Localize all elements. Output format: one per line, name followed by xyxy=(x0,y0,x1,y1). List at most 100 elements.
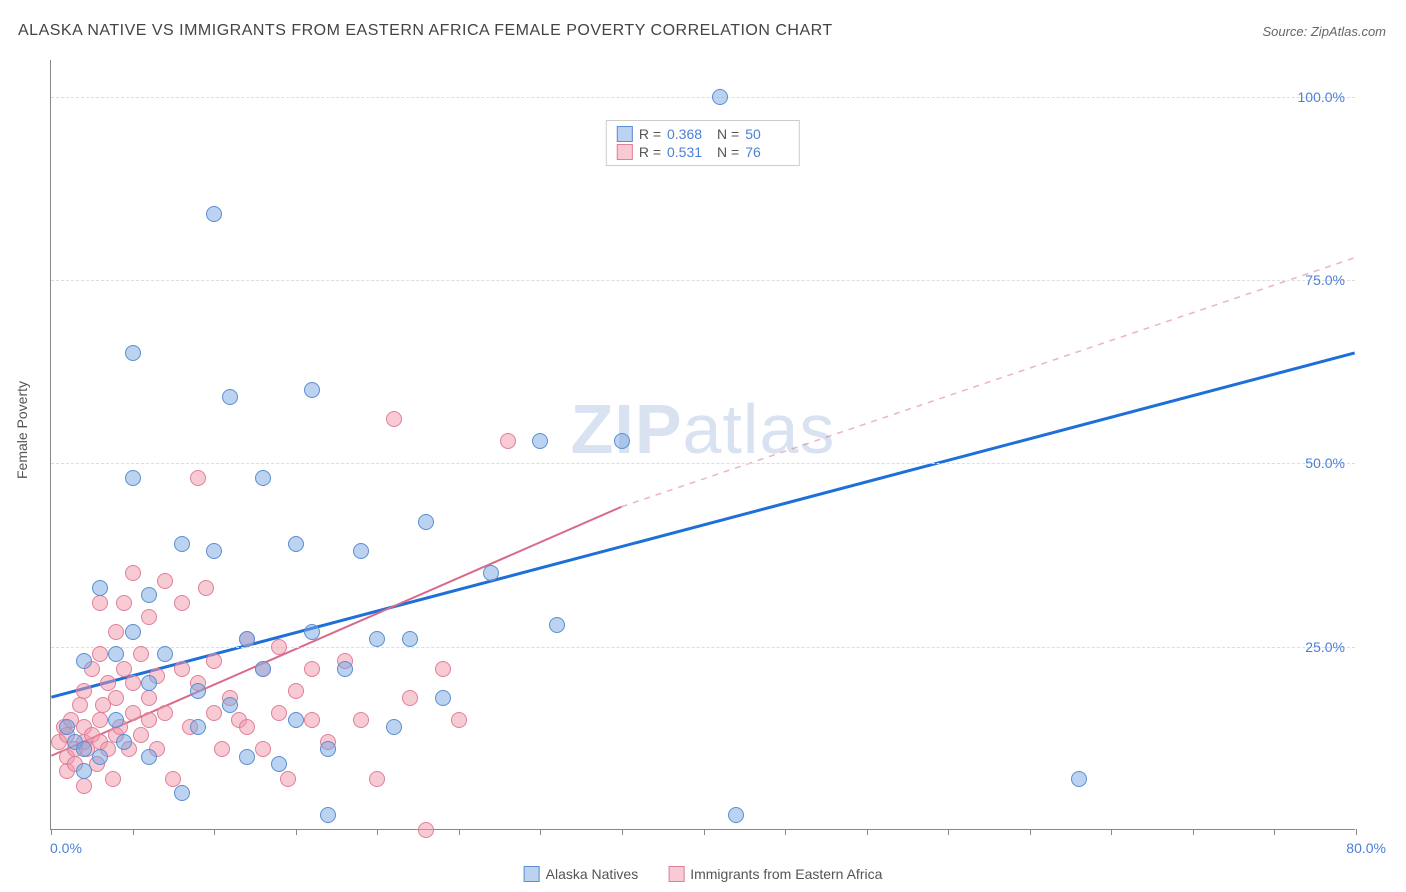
swatch-series-a xyxy=(524,866,540,882)
data-point-b xyxy=(271,639,287,655)
data-point-a xyxy=(108,646,124,662)
swatch-series-b xyxy=(668,866,684,882)
data-point-b xyxy=(165,771,181,787)
data-point-a xyxy=(116,734,132,750)
data-point-b xyxy=(141,690,157,706)
x-tick xyxy=(1030,829,1031,835)
x-end-label: 80.0% xyxy=(1346,840,1386,856)
data-point-b xyxy=(72,697,88,713)
data-point-b xyxy=(418,822,434,838)
data-point-a xyxy=(141,587,157,603)
data-point-a xyxy=(174,536,190,552)
data-point-a xyxy=(1071,771,1087,787)
y-tick-label: 75.0% xyxy=(1305,272,1345,288)
data-point-b xyxy=(174,595,190,611)
chart-container: ALASKA NATIVE VS IMMIGRANTS FROM EASTERN… xyxy=(0,0,1406,892)
data-point-a xyxy=(255,470,271,486)
x-tick xyxy=(133,829,134,835)
data-point-a xyxy=(353,543,369,559)
data-point-a xyxy=(712,89,728,105)
data-point-b xyxy=(141,712,157,728)
data-point-a xyxy=(108,712,124,728)
legend-label-a: Alaska Natives xyxy=(546,866,639,882)
data-point-b xyxy=(304,712,320,728)
stat-r-a: 0.368 xyxy=(667,126,711,142)
data-point-b xyxy=(133,727,149,743)
data-point-a xyxy=(386,719,402,735)
data-point-a xyxy=(532,433,548,449)
data-point-a xyxy=(92,580,108,596)
data-point-b xyxy=(206,705,222,721)
data-point-a xyxy=(92,749,108,765)
data-point-b xyxy=(125,705,141,721)
data-point-b xyxy=(157,705,173,721)
data-point-a xyxy=(369,631,385,647)
data-point-a xyxy=(125,624,141,640)
chart-title: ALASKA NATIVE VS IMMIGRANTS FROM EASTERN… xyxy=(18,22,833,40)
x-tick xyxy=(459,829,460,835)
plot-area: ZIPatlas R = 0.368 N = 50 R = 0.531 N = … xyxy=(50,60,1355,830)
stat-n-b: 76 xyxy=(745,144,789,160)
data-point-b xyxy=(116,595,132,611)
gridline-h xyxy=(51,97,1355,98)
data-point-a xyxy=(614,433,630,449)
swatch-series-b xyxy=(617,144,633,160)
x-tick xyxy=(622,829,623,835)
data-point-a xyxy=(157,646,173,662)
data-point-a xyxy=(402,631,418,647)
data-point-a xyxy=(418,514,434,530)
stats-row-b: R = 0.531 N = 76 xyxy=(617,143,789,161)
data-point-a xyxy=(337,661,353,677)
data-point-a xyxy=(728,807,744,823)
data-point-b xyxy=(435,661,451,677)
data-point-b xyxy=(280,771,296,787)
data-point-b xyxy=(369,771,385,787)
data-point-a xyxy=(239,749,255,765)
stats-box: R = 0.368 N = 50 R = 0.531 N = 76 xyxy=(606,120,800,166)
data-point-a xyxy=(304,382,320,398)
stat-label-r: R = xyxy=(639,126,661,142)
data-point-a xyxy=(222,389,238,405)
legend-label-b: Immigrants from Eastern Africa xyxy=(690,866,882,882)
data-point-a xyxy=(141,749,157,765)
data-point-a xyxy=(125,470,141,486)
watermark-bold: ZIP xyxy=(571,390,683,468)
data-point-a xyxy=(59,719,75,735)
swatch-series-a xyxy=(617,126,633,142)
data-point-b xyxy=(304,661,320,677)
data-point-a xyxy=(190,719,206,735)
data-point-a xyxy=(206,543,222,559)
data-point-b xyxy=(108,690,124,706)
data-point-b xyxy=(353,712,369,728)
x-tick xyxy=(1356,829,1357,835)
stat-label-r: R = xyxy=(639,144,661,160)
data-point-b xyxy=(157,573,173,589)
data-point-b xyxy=(125,565,141,581)
data-point-a xyxy=(304,624,320,640)
watermark-light: atlas xyxy=(683,390,836,468)
stats-row-a: R = 0.368 N = 50 xyxy=(617,125,789,143)
data-point-a xyxy=(255,661,271,677)
data-point-a xyxy=(483,565,499,581)
data-point-b xyxy=(174,661,190,677)
stat-label-n: N = xyxy=(717,144,739,160)
x-tick xyxy=(1111,829,1112,835)
source-label: Source: ZipAtlas.com xyxy=(1262,24,1386,39)
legend-item-a: Alaska Natives xyxy=(524,866,639,882)
data-point-a xyxy=(190,683,206,699)
data-point-a xyxy=(288,536,304,552)
data-point-a xyxy=(222,697,238,713)
data-point-a xyxy=(320,741,336,757)
x-tick xyxy=(867,829,868,835)
x-tick xyxy=(704,829,705,835)
data-point-a xyxy=(174,785,190,801)
data-point-a xyxy=(141,675,157,691)
data-point-b xyxy=(133,646,149,662)
data-point-b xyxy=(105,771,121,787)
data-point-b xyxy=(206,653,222,669)
x-tick xyxy=(785,829,786,835)
data-point-b xyxy=(76,683,92,699)
data-point-b xyxy=(92,595,108,611)
x-tick xyxy=(51,829,52,835)
watermark: ZIPatlas xyxy=(571,389,836,469)
